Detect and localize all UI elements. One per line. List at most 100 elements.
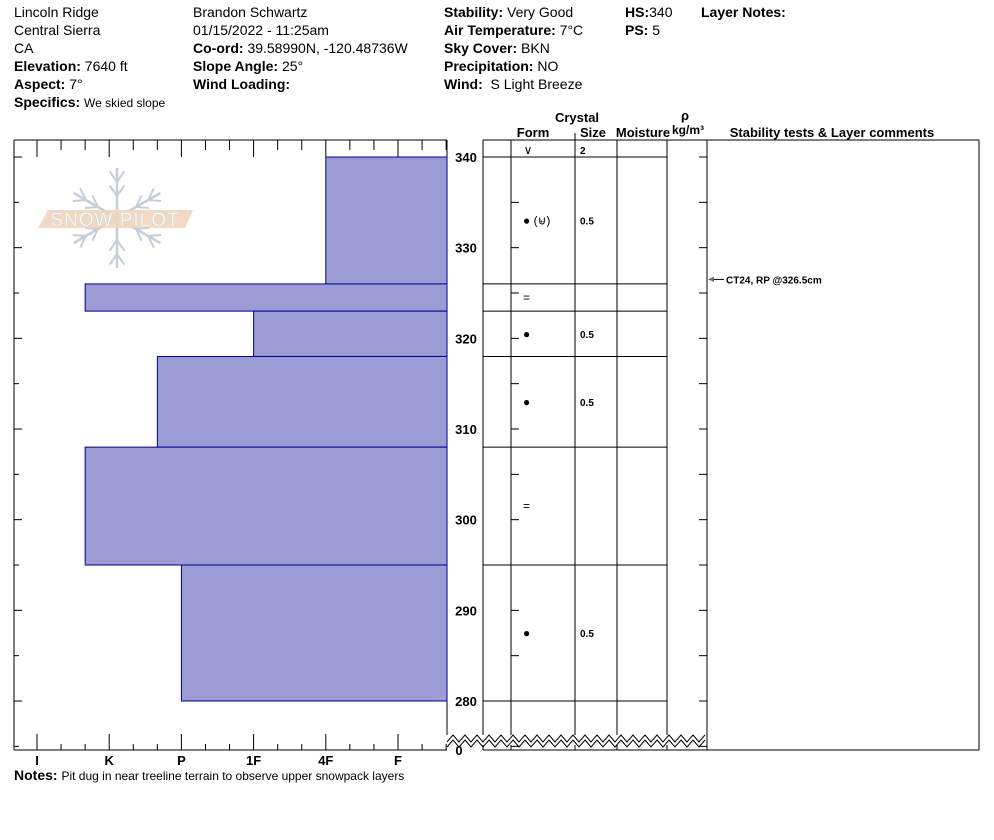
crystal-form: ● bbox=[523, 327, 530, 341]
logo-band bbox=[38, 210, 193, 228]
slope-label: Slope Angle: bbox=[193, 58, 279, 74]
observer: Brandon Schwartz bbox=[193, 4, 308, 20]
elevation: 7640 ft bbox=[84, 58, 128, 74]
hardness-tick-label: F bbox=[394, 753, 402, 768]
sky-label: Sky Cover: bbox=[444, 40, 518, 56]
header-moisture: Moisture bbox=[616, 125, 670, 140]
stability-label: Stability: bbox=[444, 4, 504, 20]
logo-flake-branch bbox=[148, 234, 162, 237]
notes: Notes: Pit dug in near treeline terrain … bbox=[14, 766, 404, 785]
logo-text: SNOW PILOT bbox=[50, 210, 179, 231]
notes-label: Notes: bbox=[14, 767, 58, 783]
logo-flake-branch bbox=[108, 253, 118, 266]
crystal-size: 0.5 bbox=[580, 398, 594, 409]
precip-label: Precipitation: bbox=[444, 58, 534, 74]
hardness-tick-label: K bbox=[105, 753, 115, 768]
logo-flake-branch bbox=[116, 184, 126, 197]
crystal-size: 0.5 bbox=[580, 330, 594, 341]
location: Lincoln Ridge bbox=[14, 4, 99, 20]
logo-flake-branch bbox=[148, 199, 162, 202]
precip: NO bbox=[537, 58, 559, 74]
hardness-bar bbox=[325, 156, 448, 285]
slope: 25° bbox=[281, 58, 304, 74]
hs: 340 bbox=[649, 4, 673, 20]
wind-label: Wind: bbox=[444, 76, 483, 92]
hardness-tick-label: P bbox=[177, 753, 186, 768]
depth-tick-label: 310 bbox=[455, 422, 477, 437]
aspect: 7° bbox=[69, 76, 83, 92]
depth-tick-label: 320 bbox=[455, 331, 477, 346]
header-size: Size bbox=[580, 125, 606, 140]
hardness-tick-label: 4F bbox=[318, 753, 333, 768]
test-arrow-head bbox=[708, 276, 714, 282]
logo-flake-branch bbox=[84, 227, 99, 230]
coord-label: Co-ord: bbox=[193, 40, 244, 56]
header-observation: Brandon Schwartz 01/15/2022 - 11:25am Co… bbox=[193, 3, 408, 93]
crystal-form: ● (⊌) bbox=[523, 213, 550, 227]
axis-break-zigzag bbox=[446, 739, 706, 748]
logo-flake-branch bbox=[79, 235, 87, 249]
logo-flake-branch bbox=[116, 170, 126, 183]
air-temp: 7°C bbox=[559, 22, 584, 38]
header-site: Lincoln Ridge Central Sierra CA Elevatio… bbox=[14, 3, 165, 112]
wind-loading-label: Wind Loading: bbox=[193, 76, 291, 92]
depth-tick-label: 340 bbox=[455, 150, 477, 165]
hardness-bar bbox=[84, 446, 448, 566]
crystal-form: = bbox=[523, 291, 530, 305]
stability: Very Good bbox=[507, 4, 574, 20]
header-crystal: Crystal bbox=[555, 110, 599, 125]
datetime: 01/15/2022 - 11:25am bbox=[193, 22, 329, 38]
depth-tick-label: 330 bbox=[455, 241, 477, 256]
logo-flake-branch bbox=[135, 227, 150, 230]
hardness-bar bbox=[84, 283, 448, 312]
crystal-form: = bbox=[523, 499, 530, 513]
layer-notes-label: Layer Notes: bbox=[701, 4, 786, 20]
hs-label: HS: bbox=[625, 4, 650, 20]
hardness-bar bbox=[156, 355, 448, 448]
air-temp-label: Air Temperature: bbox=[444, 22, 556, 38]
range: Central Sierra bbox=[14, 22, 101, 38]
depth-tick-label: 280 bbox=[455, 694, 477, 709]
logo-flake-branch bbox=[108, 239, 118, 252]
logo-flake-branch bbox=[116, 253, 126, 266]
depth-tick-label: 300 bbox=[455, 513, 477, 528]
stability-test-label: CT24, RP @326.5cm bbox=[726, 275, 822, 286]
header-depths: HS:340 PS: 5 bbox=[625, 3, 672, 39]
elevation-label: Elevation: bbox=[14, 58, 81, 74]
ps: 5 bbox=[652, 22, 661, 38]
header-form: Form bbox=[517, 125, 550, 140]
hardness-tick-label: I bbox=[35, 753, 39, 768]
hardness-bar bbox=[180, 564, 448, 702]
hardness-bar bbox=[253, 310, 448, 357]
header-comments: Stability tests & Layer comments bbox=[730, 125, 934, 140]
logo-flake-branch bbox=[79, 187, 87, 201]
crystal-size: 0.5 bbox=[580, 216, 594, 227]
depth-tick-label: 0 bbox=[455, 743, 462, 758]
logo-flake-branch bbox=[135, 194, 143, 208]
crystal-form: ∨ bbox=[524, 143, 533, 157]
header-rho: ρ bbox=[681, 108, 689, 123]
crystal-form: ● bbox=[523, 395, 530, 409]
header-density: kg/m³ bbox=[672, 123, 704, 137]
logo-flake-branch bbox=[91, 228, 99, 242]
crystal-form: ● bbox=[523, 626, 530, 640]
state: CA bbox=[14, 40, 34, 56]
logo-flake-branch bbox=[84, 206, 99, 209]
logo-flake-branch bbox=[147, 235, 155, 249]
logo-flake-branch bbox=[108, 170, 118, 183]
ps-label: PS: bbox=[625, 22, 649, 38]
logo-flake-branch bbox=[108, 184, 118, 197]
specifics-label: Specifics: bbox=[14, 94, 81, 110]
crystal-size: 0.5 bbox=[580, 629, 594, 640]
logo-flake-branch bbox=[91, 194, 99, 208]
hardness-tick-label: 1F bbox=[246, 753, 261, 768]
logo-flake-branch bbox=[147, 187, 155, 201]
axis-break-zigzag bbox=[446, 734, 706, 743]
wind: S Light Breeze bbox=[490, 76, 583, 92]
notes-text: Pit dug in near treeline terrain to obse… bbox=[61, 769, 405, 783]
logo-flake-branch bbox=[72, 199, 86, 202]
logo-flake-branch bbox=[135, 228, 143, 242]
specifics: We skied slope bbox=[84, 96, 166, 110]
